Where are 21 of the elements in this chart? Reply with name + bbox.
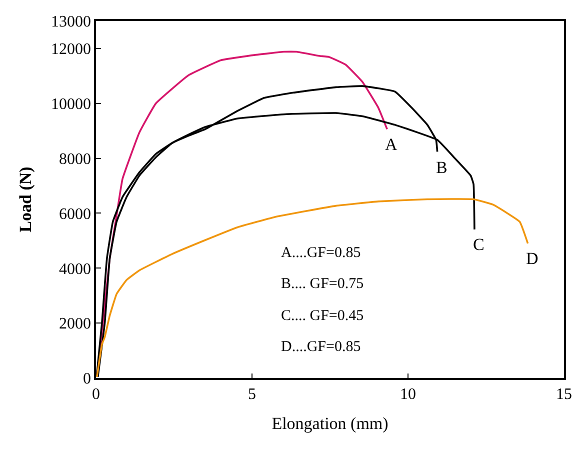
y-tick-label: 4000 [59, 260, 92, 278]
y-tick-label: 6000 [59, 206, 92, 223]
annotation: B.... GF=0.75 [281, 276, 364, 292]
x-axis-title: Elongation (mm) [272, 414, 388, 433]
annotation: A....GF=0.85 [281, 245, 361, 261]
annotation: D....GF=0.85 [281, 339, 361, 355]
series-label: D [526, 249, 538, 268]
y-tick-label: 10000 [51, 96, 92, 113]
series-label: A [385, 135, 398, 154]
x-tick-label: 15 [556, 386, 572, 403]
y-tick-label: 8000 [59, 150, 92, 168]
y-tick-label: 2000 [59, 316, 92, 333]
y-tick-label: 12000 [51, 41, 92, 58]
y-tick-label: 13000 [51, 14, 92, 31]
series-label: B [436, 158, 448, 177]
series-label: C [473, 235, 484, 254]
x-tick-label: 5 [248, 386, 256, 403]
annotation: C.... GF=0.45 [281, 308, 364, 324]
x-tick-label: 10 [400, 386, 416, 403]
y-tick-label: 0 [83, 370, 92, 388]
y-axis-title: Load (N) [16, 166, 36, 232]
